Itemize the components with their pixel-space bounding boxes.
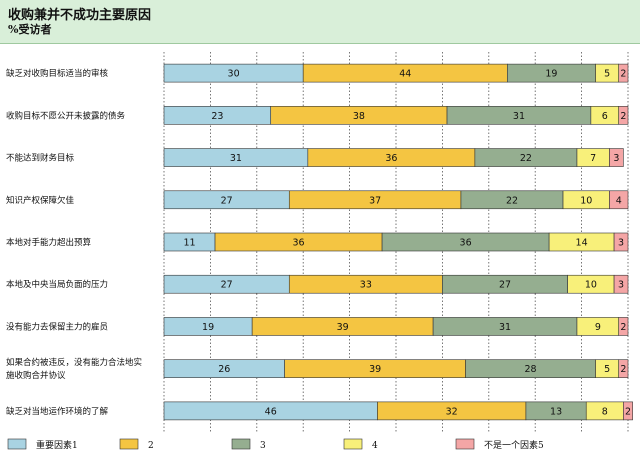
data-label: 11 (183, 238, 195, 249)
category-label: 如果合约被违反，没有能力合法地实施收购合并协议 (6, 357, 142, 381)
data-label: 31 (230, 153, 242, 164)
data-label: 6 (602, 111, 608, 122)
data-label: 2 (620, 69, 626, 80)
data-label: 44 (399, 69, 411, 80)
legend-label: 3 (260, 441, 266, 451)
data-label: 5 (604, 69, 610, 80)
bar-segment (623, 401, 633, 421)
legend-label: 4 (372, 441, 378, 451)
category-label: 本地对手能力超出预算 (6, 237, 92, 248)
category-label: 收购目标不愿公开未披露的债务 (6, 110, 126, 121)
legend-swatch (119, 438, 139, 450)
legend-label: 重要因素1 (36, 439, 78, 451)
data-label: 39 (369, 364, 381, 375)
category-label: 本地及中央当局负面的压力 (6, 279, 108, 290)
data-label: 2 (620, 111, 626, 122)
data-label: 33 (360, 280, 372, 291)
data-label: 13 (550, 406, 562, 417)
data-label: 27 (499, 280, 511, 291)
category-label: 不能达到财务目标 (6, 153, 75, 164)
data-label: 36 (460, 238, 472, 249)
data-label: 3 (613, 153, 619, 164)
data-label: 37 (369, 195, 381, 206)
data-label: 2 (625, 406, 631, 417)
data-label: 26 (218, 364, 230, 375)
bar-segment (618, 63, 629, 83)
legend-label: 不是一个因素5 (484, 439, 544, 451)
data-label: 7 (590, 153, 596, 164)
data-label: 32 (446, 406, 458, 417)
data-label: 39 (337, 322, 349, 333)
category-label: 缺乏对当地运作环境的了解 (6, 406, 109, 417)
data-label: 38 (353, 111, 365, 122)
data-label: 10 (580, 195, 592, 206)
data-label: 5 (604, 364, 610, 375)
data-label: 2 (620, 322, 626, 333)
legend-swatch (231, 438, 251, 450)
data-label: 31 (513, 111, 525, 122)
data-label: 23 (211, 111, 223, 122)
data-label: 22 (520, 153, 532, 164)
chart-header: 收购兼并不成功主要原因 %受访者 (0, 0, 640, 44)
data-label: 30 (228, 69, 240, 80)
chart-subtitle: %受访者 (8, 23, 52, 36)
legend-label: 2 (148, 441, 154, 451)
bar-segment (609, 148, 624, 167)
legend-swatch (7, 438, 27, 450)
category-label: 知识产权保障欠佳 (6, 195, 75, 206)
data-label: 46 (265, 406, 277, 417)
category-label: 缺乏对收购目标适当的审核 (6, 68, 109, 79)
data-label: 14 (576, 238, 588, 249)
legend-swatch (455, 438, 475, 450)
bar-segment (613, 232, 629, 252)
category-label: 没有能力去保留主力的雇员 (6, 321, 108, 332)
data-label: 19 (202, 322, 214, 333)
data-label: 9 (595, 322, 601, 333)
data-label: 31 (499, 322, 511, 333)
data-label: 27 (221, 280, 233, 291)
data-label: 19 (545, 69, 557, 80)
data-label: 3 (618, 280, 624, 291)
data-label: 36 (385, 153, 397, 164)
chart-title: 收购兼并不成功主要原因 (8, 8, 152, 23)
bar-segment (609, 190, 629, 210)
data-label: 27 (221, 195, 233, 206)
data-label: 28 (525, 364, 537, 375)
data-label: 36 (293, 238, 305, 249)
legend-swatch (343, 438, 363, 450)
bar-segment (613, 274, 629, 294)
bar-segment (618, 317, 629, 336)
bar-segment (618, 106, 629, 125)
bar-segment (618, 359, 629, 378)
data-label: 2 (620, 364, 626, 375)
data-label: 4 (616, 195, 622, 206)
data-label: 8 (602, 406, 608, 417)
data-label: 10 (585, 280, 597, 291)
data-label: 3 (618, 238, 624, 249)
data-label: 22 (506, 195, 518, 206)
